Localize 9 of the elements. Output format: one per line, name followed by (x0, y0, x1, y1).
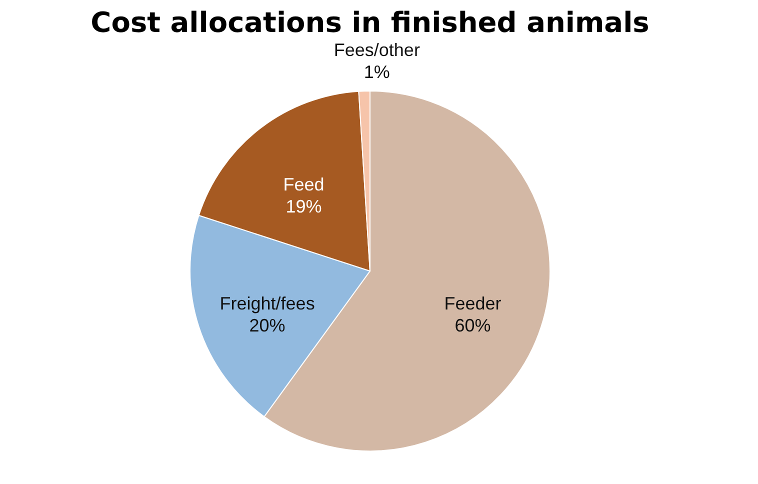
data-label: 60% (454, 315, 491, 336)
slice-label: Freight/fees (220, 293, 315, 314)
chart-title: Cost allocations in finished animals (90, 6, 650, 40)
data-label: 20% (249, 315, 286, 336)
data-label: 19% (286, 196, 322, 217)
slice-label: Feed (283, 174, 324, 195)
data-label: 1% (364, 62, 390, 82)
slice-label: Feeder (444, 293, 502, 314)
slice-label: Fees/other (334, 40, 420, 60)
